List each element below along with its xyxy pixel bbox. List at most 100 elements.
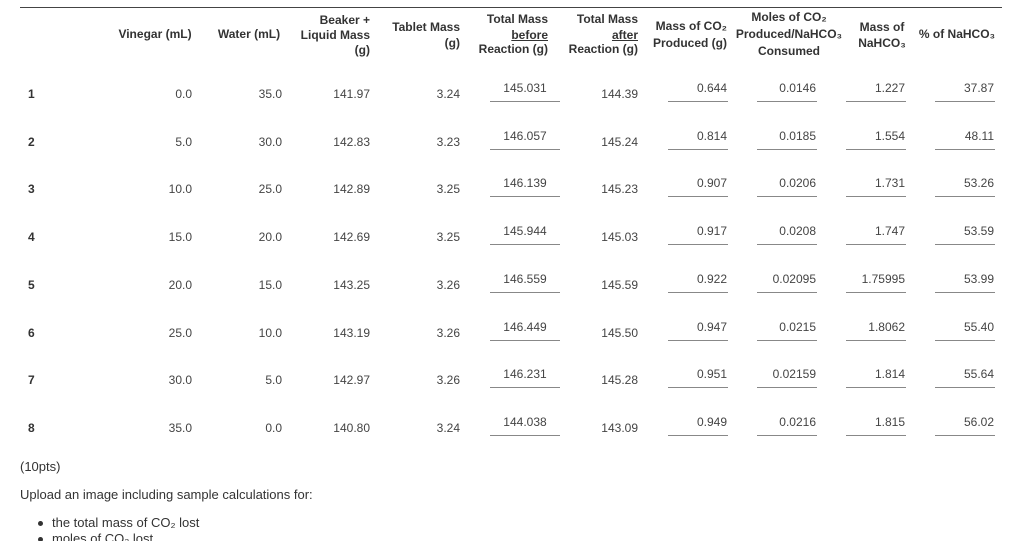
cell: 55.64 <box>963 367 994 382</box>
cell: 5.0 <box>175 134 192 149</box>
column-header: Liquid Mass <box>300 28 370 42</box>
cell: 140.80 <box>333 420 370 435</box>
cell: 142.69 <box>333 230 370 245</box>
bullet-text: the total mass of CO₂ lost <box>52 515 200 530</box>
cell: 3.24 <box>436 420 460 435</box>
cell: 144.038 <box>503 414 547 429</box>
input-underline <box>846 244 906 246</box>
cell: 25.0 <box>258 182 282 197</box>
top-rule <box>20 7 1002 8</box>
input-underline <box>668 387 728 389</box>
cell: 145.031 <box>503 81 547 95</box>
cell: 0.644 <box>696 81 727 95</box>
input-underline <box>757 339 817 341</box>
input-underline <box>935 339 995 341</box>
column-header: NaHCO₃ <box>858 36 906 50</box>
row-number: 8 <box>28 420 35 435</box>
row-number: 7 <box>28 373 35 388</box>
cell: 55.40 <box>963 319 994 334</box>
column-header: Tablet Mass <box>392 20 460 34</box>
cell: 3.26 <box>436 373 460 388</box>
input-underline <box>757 434 817 436</box>
row-number: 4 <box>28 230 35 245</box>
column-header: Total Mass <box>576 12 638 26</box>
column-header: Vinegar (mL) <box>118 27 192 41</box>
column-header: before <box>511 28 548 42</box>
input-underline <box>490 291 560 293</box>
column-header: % of NaHCO₃ <box>918 27 996 41</box>
input-underline <box>668 339 728 341</box>
column-header: Produced (g) <box>653 36 727 50</box>
cell: 145.28 <box>601 373 638 388</box>
cell: 141.97 <box>333 87 370 101</box>
cell: 1.815 <box>874 414 905 429</box>
cell: 146.139 <box>503 176 547 191</box>
cell: 145.24 <box>601 134 638 149</box>
input-underline <box>490 196 560 198</box>
row-number: 1 <box>28 87 35 101</box>
cell: 0.814 <box>696 128 727 143</box>
row-number: 2 <box>28 134 35 149</box>
column-header: Moles of CO₂ <box>751 10 827 24</box>
cell: 145.23 <box>601 182 638 197</box>
input-underline <box>846 339 906 341</box>
cell: 0.0206 <box>779 176 816 191</box>
cell: 142.83 <box>333 134 370 149</box>
column-header: Beaker + <box>319 13 370 27</box>
cell: 0.907 <box>696 176 727 191</box>
cell: 3.23 <box>436 134 460 149</box>
cell: 53.26 <box>963 176 994 191</box>
cell: 0.949 <box>696 414 727 429</box>
input-underline <box>490 244 560 246</box>
input-underline <box>668 434 728 436</box>
cell: 0.917 <box>696 224 727 239</box>
cell: 20.0 <box>168 277 192 292</box>
row-number: 6 <box>28 325 35 340</box>
cell: 145.59 <box>601 277 638 292</box>
column-header: Mass of CO₂ <box>655 19 727 33</box>
cell: 0.0215 <box>779 319 816 334</box>
cell: 1.75995 <box>861 271 905 286</box>
cell: 0.02095 <box>772 271 816 286</box>
cell: 0.0185 <box>779 128 816 143</box>
column-header: Mass of <box>859 20 905 34</box>
input-underline <box>935 434 995 436</box>
bullet <box>38 521 43 526</box>
cell: 3.26 <box>436 277 460 292</box>
input-underline <box>935 291 995 293</box>
column-header: (g) <box>444 36 460 50</box>
cell: 1.731 <box>874 176 905 191</box>
cell: 145.03 <box>601 230 638 245</box>
input-underline <box>935 101 995 102</box>
column-header: Reaction (g) <box>478 42 548 56</box>
input-underline <box>935 244 995 246</box>
cell: 146.449 <box>503 319 547 334</box>
cell: 0.947 <box>696 319 727 334</box>
cell: 3.24 <box>436 87 460 101</box>
cell: 35.0 <box>168 420 192 435</box>
cell: 5.0 <box>265 373 282 388</box>
cell: 15.0 <box>168 230 192 245</box>
cell: 143.25 <box>333 277 370 292</box>
input-underline <box>668 244 728 246</box>
cell: 53.59 <box>963 224 994 239</box>
cell: 0.0 <box>265 420 282 435</box>
column-header: (g) <box>354 43 370 57</box>
cell: 0.0208 <box>779 224 816 239</box>
cell: 20.0 <box>258 230 282 245</box>
input-underline <box>490 434 560 436</box>
column-header: Water (mL) <box>217 27 281 41</box>
cell: 30.0 <box>258 134 282 149</box>
input-underline <box>757 291 817 293</box>
column-header: Reaction (g) <box>568 42 638 56</box>
cell: 145.50 <box>601 325 638 340</box>
cell: 53.99 <box>963 271 994 286</box>
input-underline <box>846 291 906 293</box>
input-underline <box>668 291 728 293</box>
input-underline <box>846 196 906 198</box>
input-underline <box>846 434 906 436</box>
cell: 1.227 <box>874 81 905 95</box>
input-underline <box>757 148 817 150</box>
input-underline <box>668 101 728 102</box>
input-underline <box>757 387 817 389</box>
